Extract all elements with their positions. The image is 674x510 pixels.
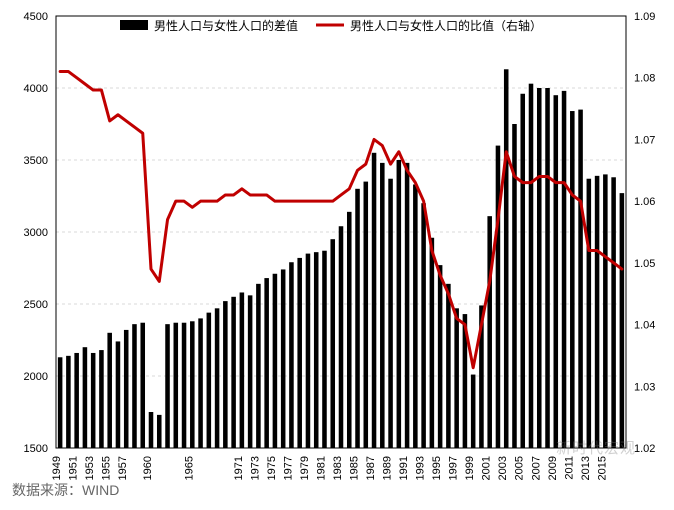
svg-text:2009: 2009 <box>547 456 559 480</box>
svg-text:1993: 1993 <box>415 456 427 480</box>
svg-text:男性人口与女性人口的比值（右轴）: 男性人口与女性人口的比值（右轴） <box>350 18 542 33</box>
svg-text:4000: 4000 <box>24 83 48 95</box>
svg-text:1500: 1500 <box>24 443 48 455</box>
svg-text:2013: 2013 <box>580 456 592 480</box>
svg-text:1953: 1953 <box>84 456 96 480</box>
svg-text:1971: 1971 <box>233 456 245 480</box>
svg-text:1960: 1960 <box>142 456 154 480</box>
svg-text:1.07: 1.07 <box>634 134 655 146</box>
svg-text:2015: 2015 <box>596 456 608 480</box>
svg-text:1995: 1995 <box>431 456 443 480</box>
svg-text:1987: 1987 <box>365 456 377 480</box>
svg-text:1979: 1979 <box>299 456 311 480</box>
svg-text:1.04: 1.04 <box>634 320 655 332</box>
svg-text:1.06: 1.06 <box>634 196 655 208</box>
svg-text:1991: 1991 <box>398 456 410 480</box>
svg-text:1989: 1989 <box>382 456 394 480</box>
svg-text:3000: 3000 <box>24 227 48 239</box>
svg-text:男性人口与女性人口的差值: 男性人口与女性人口的差值 <box>154 18 298 33</box>
svg-text:1983: 1983 <box>332 456 344 480</box>
svg-text:2003: 2003 <box>497 456 509 480</box>
svg-text:1973: 1973 <box>249 456 261 480</box>
svg-text:1.03: 1.03 <box>634 381 655 393</box>
svg-text:2005: 2005 <box>514 456 526 480</box>
svg-text:2000: 2000 <box>24 371 48 383</box>
svg-text:1.05: 1.05 <box>634 258 655 270</box>
chart-container: 1500 2000 2500 3000 3500 4000 4500 1.02 1.03 1.04… <box>0 0 674 510</box>
svg-text:1981: 1981 <box>315 456 327 480</box>
svg-text:1997: 1997 <box>448 456 460 480</box>
svg-text:1955: 1955 <box>101 456 113 480</box>
svg-text:1975: 1975 <box>266 456 278 480</box>
data-source: 数据来源：WIND <box>12 480 119 500</box>
svg-text:2500: 2500 <box>24 299 48 311</box>
svg-text:2011: 2011 <box>563 456 575 480</box>
svg-text:4500: 4500 <box>24 11 48 23</box>
svg-text:2007: 2007 <box>530 456 542 480</box>
svg-text:1.08: 1.08 <box>634 73 655 85</box>
svg-text:1999: 1999 <box>464 456 476 480</box>
svg-text:1949: 1949 <box>51 456 63 480</box>
svg-text:2001: 2001 <box>481 456 493 480</box>
svg-text:1951: 1951 <box>68 456 80 480</box>
svg-text:3500: 3500 <box>24 155 48 167</box>
svg-text:1977: 1977 <box>282 456 294 480</box>
svg-text:1.09: 1.09 <box>634 11 655 23</box>
svg-text:1985: 1985 <box>349 456 361 480</box>
svg-text:1965: 1965 <box>183 456 195 480</box>
svg-text:1.02: 1.02 <box>634 443 655 455</box>
population-gender-chart: 1500 2000 2500 3000 3500 4000 4500 1.02 1.03 1.04… <box>0 0 674 510</box>
svg-text:1957: 1957 <box>117 456 129 480</box>
